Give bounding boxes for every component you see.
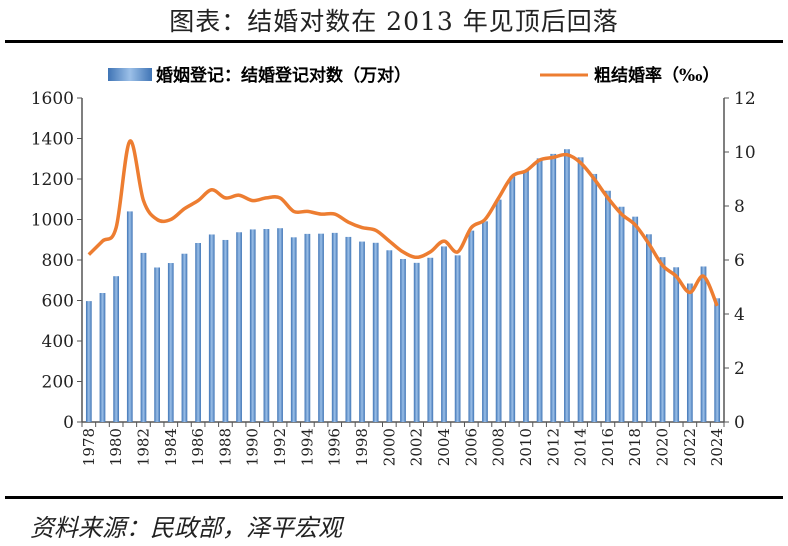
bar-2009 (509, 176, 516, 422)
x-tick-label: 2012 (544, 428, 562, 466)
legend-bar-label: 婚姻登记：结婚登记对数（万对） (156, 65, 411, 86)
bar-2024 (714, 298, 721, 422)
bar-1996 (331, 232, 338, 422)
bar-2012 (550, 153, 557, 422)
bar-2017 (618, 206, 625, 422)
bar-2019 (646, 234, 652, 422)
bar-1995 (318, 233, 324, 422)
bottom-rule (5, 496, 783, 499)
page-title: 图表：结婚对数在 2013 年见顶后回落 (169, 7, 619, 36)
bar-1989 (236, 232, 242, 422)
bar-2001 (400, 258, 406, 422)
bar-2022 (686, 283, 693, 422)
bar-2004 (441, 246, 447, 422)
bar-1980 (113, 276, 120, 422)
bar-2007 (482, 221, 488, 422)
legend-bar-swatch (108, 68, 152, 81)
bar-2018 (632, 216, 639, 422)
x-tick-label: 2024 (708, 428, 726, 466)
right-tick-label: 8 (734, 197, 745, 217)
bar-2013 (564, 149, 570, 423)
bar-1994 (304, 233, 311, 422)
left-tick-label: 800 (42, 251, 74, 271)
bar-2005 (454, 255, 461, 422)
right-tick-label: 2 (734, 359, 745, 379)
x-tick-label: 1998 (353, 428, 371, 466)
bar-1998 (359, 241, 365, 422)
left-tick-label: 1000 (31, 211, 74, 231)
bar-2010 (523, 170, 529, 422)
bar-2008 (495, 199, 502, 422)
bar-1988 (222, 239, 229, 422)
bar-2023 (700, 266, 707, 422)
bar-2011 (536, 158, 543, 422)
x-tick-label: 2020 (654, 428, 672, 466)
bar-1997 (345, 236, 352, 422)
right-tick-label: 4 (734, 305, 745, 325)
right-tick-label: 0 (734, 413, 745, 433)
bar-1985 (181, 253, 188, 422)
bar-2016 (605, 190, 611, 422)
x-tick-label: 1996 (326, 428, 344, 466)
bar-1992 (277, 228, 283, 422)
bar-2000 (386, 250, 393, 422)
bar-2021 (673, 267, 680, 422)
bar-2006 (468, 230, 475, 422)
bar-1987 (208, 234, 215, 422)
x-tick-label: 2010 (517, 428, 535, 466)
x-tick-label: 2000 (380, 428, 398, 466)
legend: 婚姻登记：结婚登记对数（万对） 粗结婚率（‰） (108, 65, 720, 86)
bar-1999 (372, 242, 379, 422)
left-tick-label: 1200 (31, 170, 74, 190)
rate-line (87, 139, 719, 307)
x-tick-label: 1984 (162, 428, 180, 466)
x-tick-label: 1978 (80, 428, 98, 466)
left-tick-label: 0 (63, 413, 74, 433)
x-tick-label: 1980 (107, 428, 125, 466)
x-tick-label: 1994 (298, 428, 316, 466)
bar-2015 (591, 173, 598, 422)
left-tick-label: 1400 (31, 130, 74, 150)
left-tick-label: 600 (42, 292, 74, 312)
bar-1991 (263, 229, 270, 422)
x-tick-label: 1986 (189, 428, 207, 466)
x-tick-label: 2008 (490, 428, 508, 466)
right-tick-label: 10 (734, 143, 756, 163)
bar-2020 (659, 257, 666, 422)
top-rule (5, 40, 783, 43)
bar-1983 (154, 267, 160, 422)
x-tick-label: 2018 (626, 428, 644, 466)
bar-1982 (140, 252, 147, 422)
x-tick-label: 2014 (572, 428, 590, 466)
bar-1978 (85, 301, 92, 422)
bar-1981 (126, 211, 133, 422)
x-tick-label: 2004 (435, 428, 453, 466)
right-tick-label: 6 (734, 251, 745, 271)
bar-2002 (413, 262, 420, 422)
source-note: 资料来源：民政部，泽平宏观 (30, 514, 342, 542)
x-tick-label: 2002 (408, 428, 426, 466)
bar-1979 (99, 293, 106, 422)
x-tick-label: 1982 (134, 428, 152, 466)
left-tick-label: 200 (42, 373, 74, 393)
bar-1986 (195, 242, 201, 422)
right-tick-label: 12 (734, 89, 756, 109)
x-tick-label: 1988 (216, 428, 234, 466)
legend-line-label: 粗结婚率（‰） (594, 65, 720, 86)
bar-2003 (427, 257, 434, 422)
x-tick-label: 2006 (462, 428, 480, 466)
bar-2014 (577, 157, 584, 422)
left-tick-label: 1600 (31, 89, 74, 109)
bar-1993 (290, 237, 297, 422)
bar-1990 (249, 229, 256, 422)
x-tick-label: 1992 (271, 428, 289, 466)
x-tick-label: 1990 (244, 428, 262, 466)
bar-1984 (167, 263, 174, 422)
x-tick-label: 2016 (599, 428, 617, 466)
x-tick-label: 2022 (681, 428, 699, 466)
left-tick-label: 400 (42, 332, 74, 352)
